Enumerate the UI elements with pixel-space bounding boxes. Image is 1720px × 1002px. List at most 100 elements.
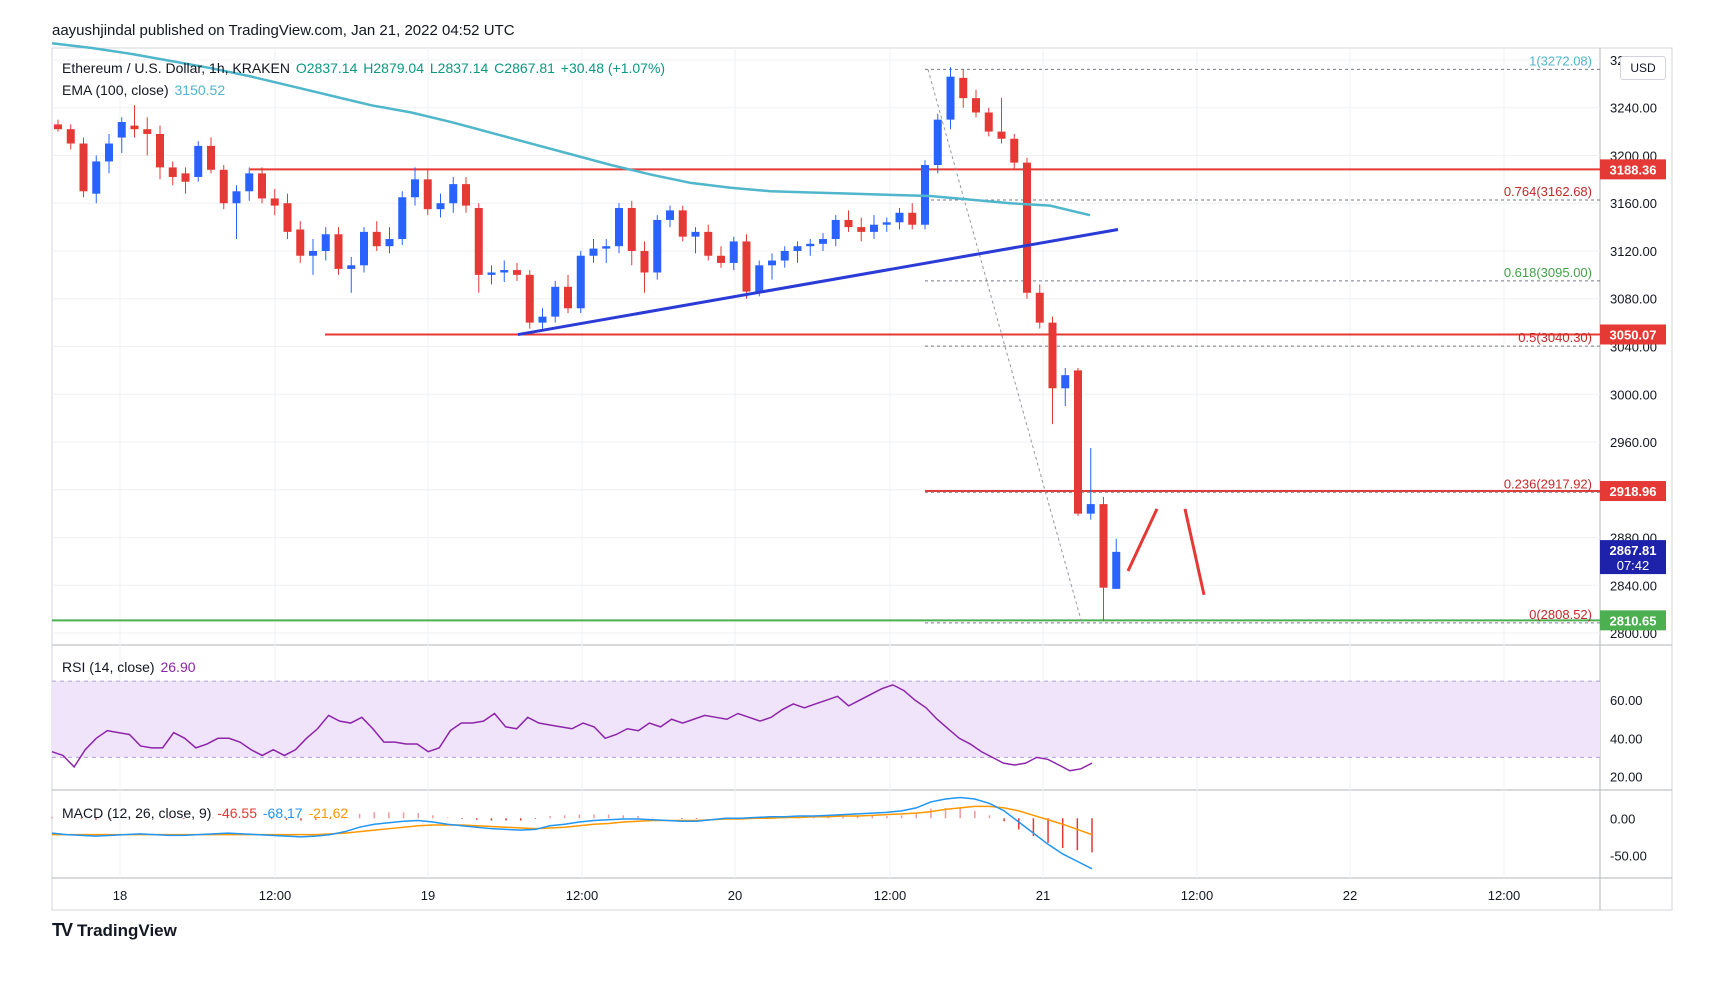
candle-body	[908, 212, 917, 225]
currency-button[interactable]: USD	[1620, 56, 1666, 80]
candle-body	[105, 143, 113, 162]
candle-body	[462, 184, 470, 206]
ohlc-legend: Ethereum / U.S. Dollar, 1h, KRAKEN O2837…	[62, 60, 667, 76]
candle-body	[487, 272, 496, 275]
candle-body	[729, 241, 738, 263]
y-tick-label: 3120.00	[1610, 244, 1657, 259]
ema-line	[51, 41, 1091, 217]
candle-body	[181, 173, 190, 182]
low-value: L2837.14	[429, 60, 489, 76]
candle-body	[500, 270, 509, 273]
ema-legend[interactable]: EMA (100, close) 3150.52	[62, 82, 227, 98]
candle-body	[117, 122, 126, 138]
ema-value: 3150.52	[174, 82, 226, 98]
candle-body	[653, 219, 662, 273]
rsi-legend[interactable]: RSI (14, close) 26.90	[62, 659, 198, 675]
candle-body	[615, 207, 623, 247]
candle-body	[1074, 370, 1082, 514]
last-price-tag	[1600, 540, 1666, 575]
candle-body	[423, 179, 432, 210]
candle-body	[232, 191, 241, 204]
rsi-tick-label: 60.00	[1610, 693, 1643, 708]
candle-body	[933, 119, 942, 166]
fib-label: 0.5(3040.30)	[1518, 330, 1592, 345]
x-tick-label: 12:00	[1488, 888, 1521, 903]
candle-body	[411, 179, 419, 198]
macd-line-value: -68.17	[262, 805, 303, 821]
candle-body	[819, 239, 827, 244]
candle-body	[513, 270, 521, 275]
candle-body	[691, 231, 700, 237]
candle-body	[92, 161, 101, 194]
open-value: O2837.14	[295, 60, 358, 76]
y-tick-label: 3160.00	[1610, 196, 1657, 211]
candle-body	[678, 210, 687, 237]
tradingview-logo[interactable]: TV TradingView	[52, 920, 177, 941]
y-tick-label: 2960.00	[1610, 435, 1657, 450]
macd-tick-label: -50.00	[1610, 848, 1647, 863]
candle-body	[806, 243, 815, 247]
candle-body	[717, 255, 725, 263]
candle-body	[1023, 162, 1031, 293]
candle-body	[627, 207, 636, 251]
candle-body	[793, 246, 802, 251]
candle-body	[436, 203, 445, 210]
macd-hist-value: -46.55	[217, 805, 257, 821]
candle-body	[984, 112, 993, 132]
candle-body	[742, 241, 751, 292]
trend-line	[517, 228, 1119, 337]
rsi-band	[52, 681, 1600, 758]
candle-body	[844, 219, 853, 228]
candle-body	[525, 274, 534, 323]
candle-body	[309, 250, 317, 256]
candle-body	[666, 210, 674, 220]
y-tick-label: 3080.00	[1610, 292, 1657, 307]
candle-body	[831, 219, 840, 240]
candle-body	[143, 129, 152, 134]
fib-label: 1(3272.08)	[1529, 53, 1592, 68]
candle-body	[474, 207, 483, 275]
candle-body	[1010, 138, 1019, 163]
candle-body	[207, 145, 215, 170]
candle-body	[347, 265, 356, 269]
candle-body	[857, 227, 866, 232]
x-tick-label: 19	[421, 888, 435, 903]
countdown-label: 07:42	[1617, 558, 1650, 573]
fib-label: 0.764(3162.68)	[1504, 184, 1592, 199]
x-tick-label: 12:00	[566, 888, 599, 903]
candle-body	[270, 198, 279, 206]
rsi-value: 26.90	[160, 659, 196, 675]
candle-body	[1061, 375, 1070, 389]
tradingview-logo-icon: TV	[52, 920, 73, 940]
candle-body	[972, 98, 980, 113]
x-tick-label: 18	[113, 888, 127, 903]
fib-label: 0.236(2917.92)	[1504, 476, 1592, 491]
candle-body	[283, 203, 292, 232]
candle-body	[245, 173, 254, 192]
level-price-tag	[1600, 324, 1666, 345]
macd-signal-line	[52, 805, 1093, 836]
rsi-line	[51, 684, 1093, 772]
candle-body	[755, 265, 764, 292]
candle-body	[576, 255, 585, 309]
candle-body	[1099, 504, 1108, 588]
candle-body	[1112, 551, 1121, 589]
fib-label: 0.618(3095.00)	[1504, 265, 1592, 280]
change-value: +30.48 (+1.07%)	[560, 60, 666, 76]
candle-body	[640, 250, 649, 273]
rsi-tick-label: 40.00	[1610, 731, 1643, 746]
projection-stroke	[1126, 508, 1159, 572]
x-tick-label: 22	[1343, 888, 1357, 903]
level-price-label: 2918.96	[1610, 484, 1657, 499]
last-price-label: 2867.81	[1610, 543, 1657, 558]
candle-body	[768, 260, 776, 266]
fib-label: 0(2808.52)	[1529, 607, 1592, 622]
y-tick-label: 3000.00	[1610, 387, 1657, 402]
candle-body	[168, 167, 177, 177]
symbol-label[interactable]: Ethereum / U.S. Dollar, 1h, KRAKEN	[62, 60, 290, 76]
y-tick-label: 3240.00	[1610, 101, 1657, 116]
macd-legend[interactable]: MACD (12, 26, close, 9) -46.55 -68.17 -2…	[62, 805, 350, 821]
high-value: H2879.04	[363, 60, 424, 76]
candle-body	[704, 231, 713, 256]
